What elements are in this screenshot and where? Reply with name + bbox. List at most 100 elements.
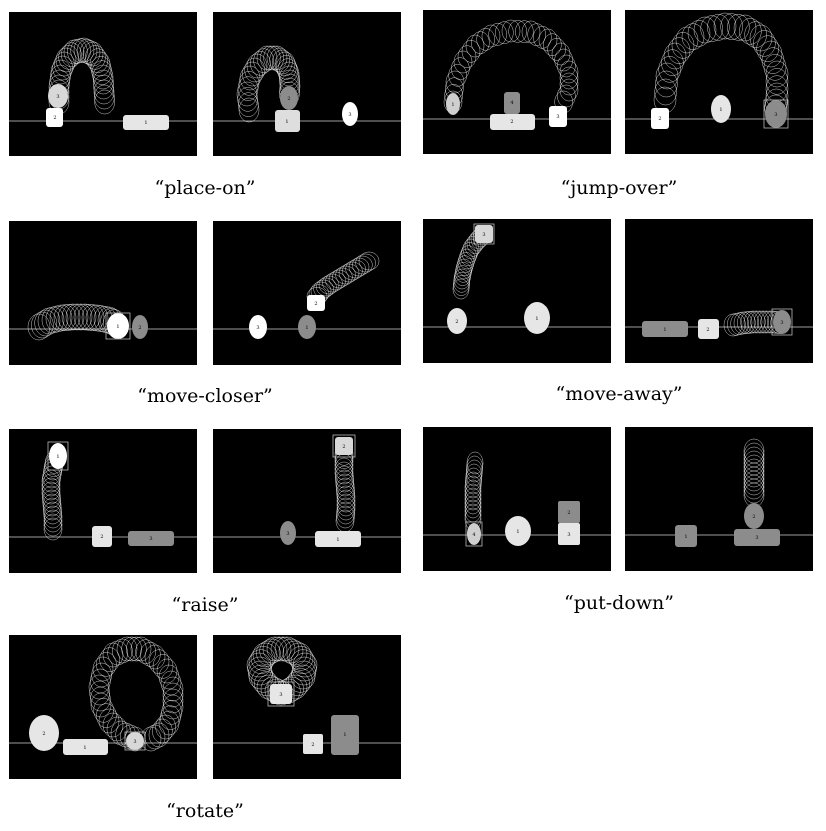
motion-trail [27,303,126,341]
selection-box [771,308,793,336]
object-label: 3 [348,112,351,118]
trail-ellipse [42,493,62,517]
trail-ellipse [750,310,769,334]
object-label: 2 [287,96,290,102]
trail-ellipse [92,64,114,90]
trail-ellipse [355,253,376,273]
object-label: 3 [482,232,485,238]
trail-ellipse [461,242,478,263]
caption-place-on: “place-on” [154,177,256,199]
panel-raise-start: 1 2 3 [9,429,197,573]
motion-trail [236,45,301,123]
trail-ellipse [334,461,354,485]
object [342,102,358,126]
object [765,100,787,128]
trail-ellipse [654,78,677,106]
trail-ellipse [661,49,684,76]
object-label: 3 [256,325,259,331]
object-label: 4 [510,100,513,106]
trail-ellipse [260,45,281,71]
trail-ellipse [730,312,749,335]
trail-ellipse [256,640,281,666]
trail-ellipse [94,84,115,110]
object-label: 1 [719,107,722,113]
caption-put-down: “put-down” [564,592,674,614]
object [92,526,112,547]
trail-ellipse [342,261,363,281]
trail-ellipse [464,491,482,515]
trail-ellipse [246,53,268,79]
object-label: 3 [133,739,136,745]
trail-ellipse [27,313,51,341]
object [315,531,361,547]
object-label: 1 [144,120,147,126]
trail-ellipse [464,479,482,503]
trail-ellipse [69,303,93,331]
trail-ellipse [720,13,743,40]
object [126,732,144,750]
trail-ellipse [61,42,82,67]
object-label: 3 [556,114,559,120]
trail-ellipse [55,47,77,73]
trail-ellipse [667,37,691,64]
trail-ellipse [274,51,296,77]
trail-ellipse [765,75,789,102]
motion-trail [653,12,789,122]
object-label: 3 [286,531,289,537]
motion-trail [334,443,356,533]
trail-ellipse [248,649,274,674]
trail-ellipse [466,451,484,475]
trail-ellipse [358,251,380,271]
trail-ellipse [246,652,272,678]
trail-ellipse [743,470,765,496]
trail-ellipse [148,649,170,674]
selection-box [267,681,295,707]
panel-rotate-start: 3 2 1 [9,635,197,779]
trail-ellipse [663,42,687,70]
trail-ellipse [352,255,373,275]
trail-ellipse [116,636,138,662]
panel-put-down-end: 2 1 3 [625,427,813,571]
object [711,95,731,123]
object-label: 2 [311,742,314,748]
trail-ellipse [501,19,521,43]
object [504,92,520,114]
trail-ellipse [456,255,474,276]
trail-ellipse [464,487,482,511]
object-label: 2 [567,510,570,516]
selection-box [124,731,146,751]
trail-ellipse [140,642,161,667]
trail-ellipse [336,497,356,521]
object-label: 4 [472,532,475,538]
trail-ellipse [94,89,115,115]
object-label: 2 [706,327,709,333]
object [675,525,697,547]
object [128,531,174,546]
object [29,715,59,751]
caption-move-closer: “move-closer” [137,385,273,407]
object-label: 1 [116,324,119,330]
trail-ellipse [554,48,573,72]
object-label: 3 [567,532,570,538]
object [331,715,359,755]
object-label: 1 [343,732,346,738]
selection-box [105,312,131,340]
trail-ellipse [41,477,61,501]
trail-ellipse [747,310,766,334]
caption-raise: “raise” [171,594,239,616]
trail-ellipse [655,62,679,90]
object [335,437,353,455]
object-label: 1 [516,529,519,535]
object-label: 3 [279,692,282,698]
object-label: 1 [56,454,59,460]
object [270,684,292,704]
trail-ellipse [135,639,156,664]
trail-ellipse [557,54,576,78]
object [46,108,63,127]
motion-trail [48,37,115,115]
trail-ellipse [112,638,133,664]
trail-ellipse [336,493,356,517]
trail-ellipse [466,459,483,483]
trail-ellipse [466,455,483,479]
trail-ellipse [707,14,730,41]
